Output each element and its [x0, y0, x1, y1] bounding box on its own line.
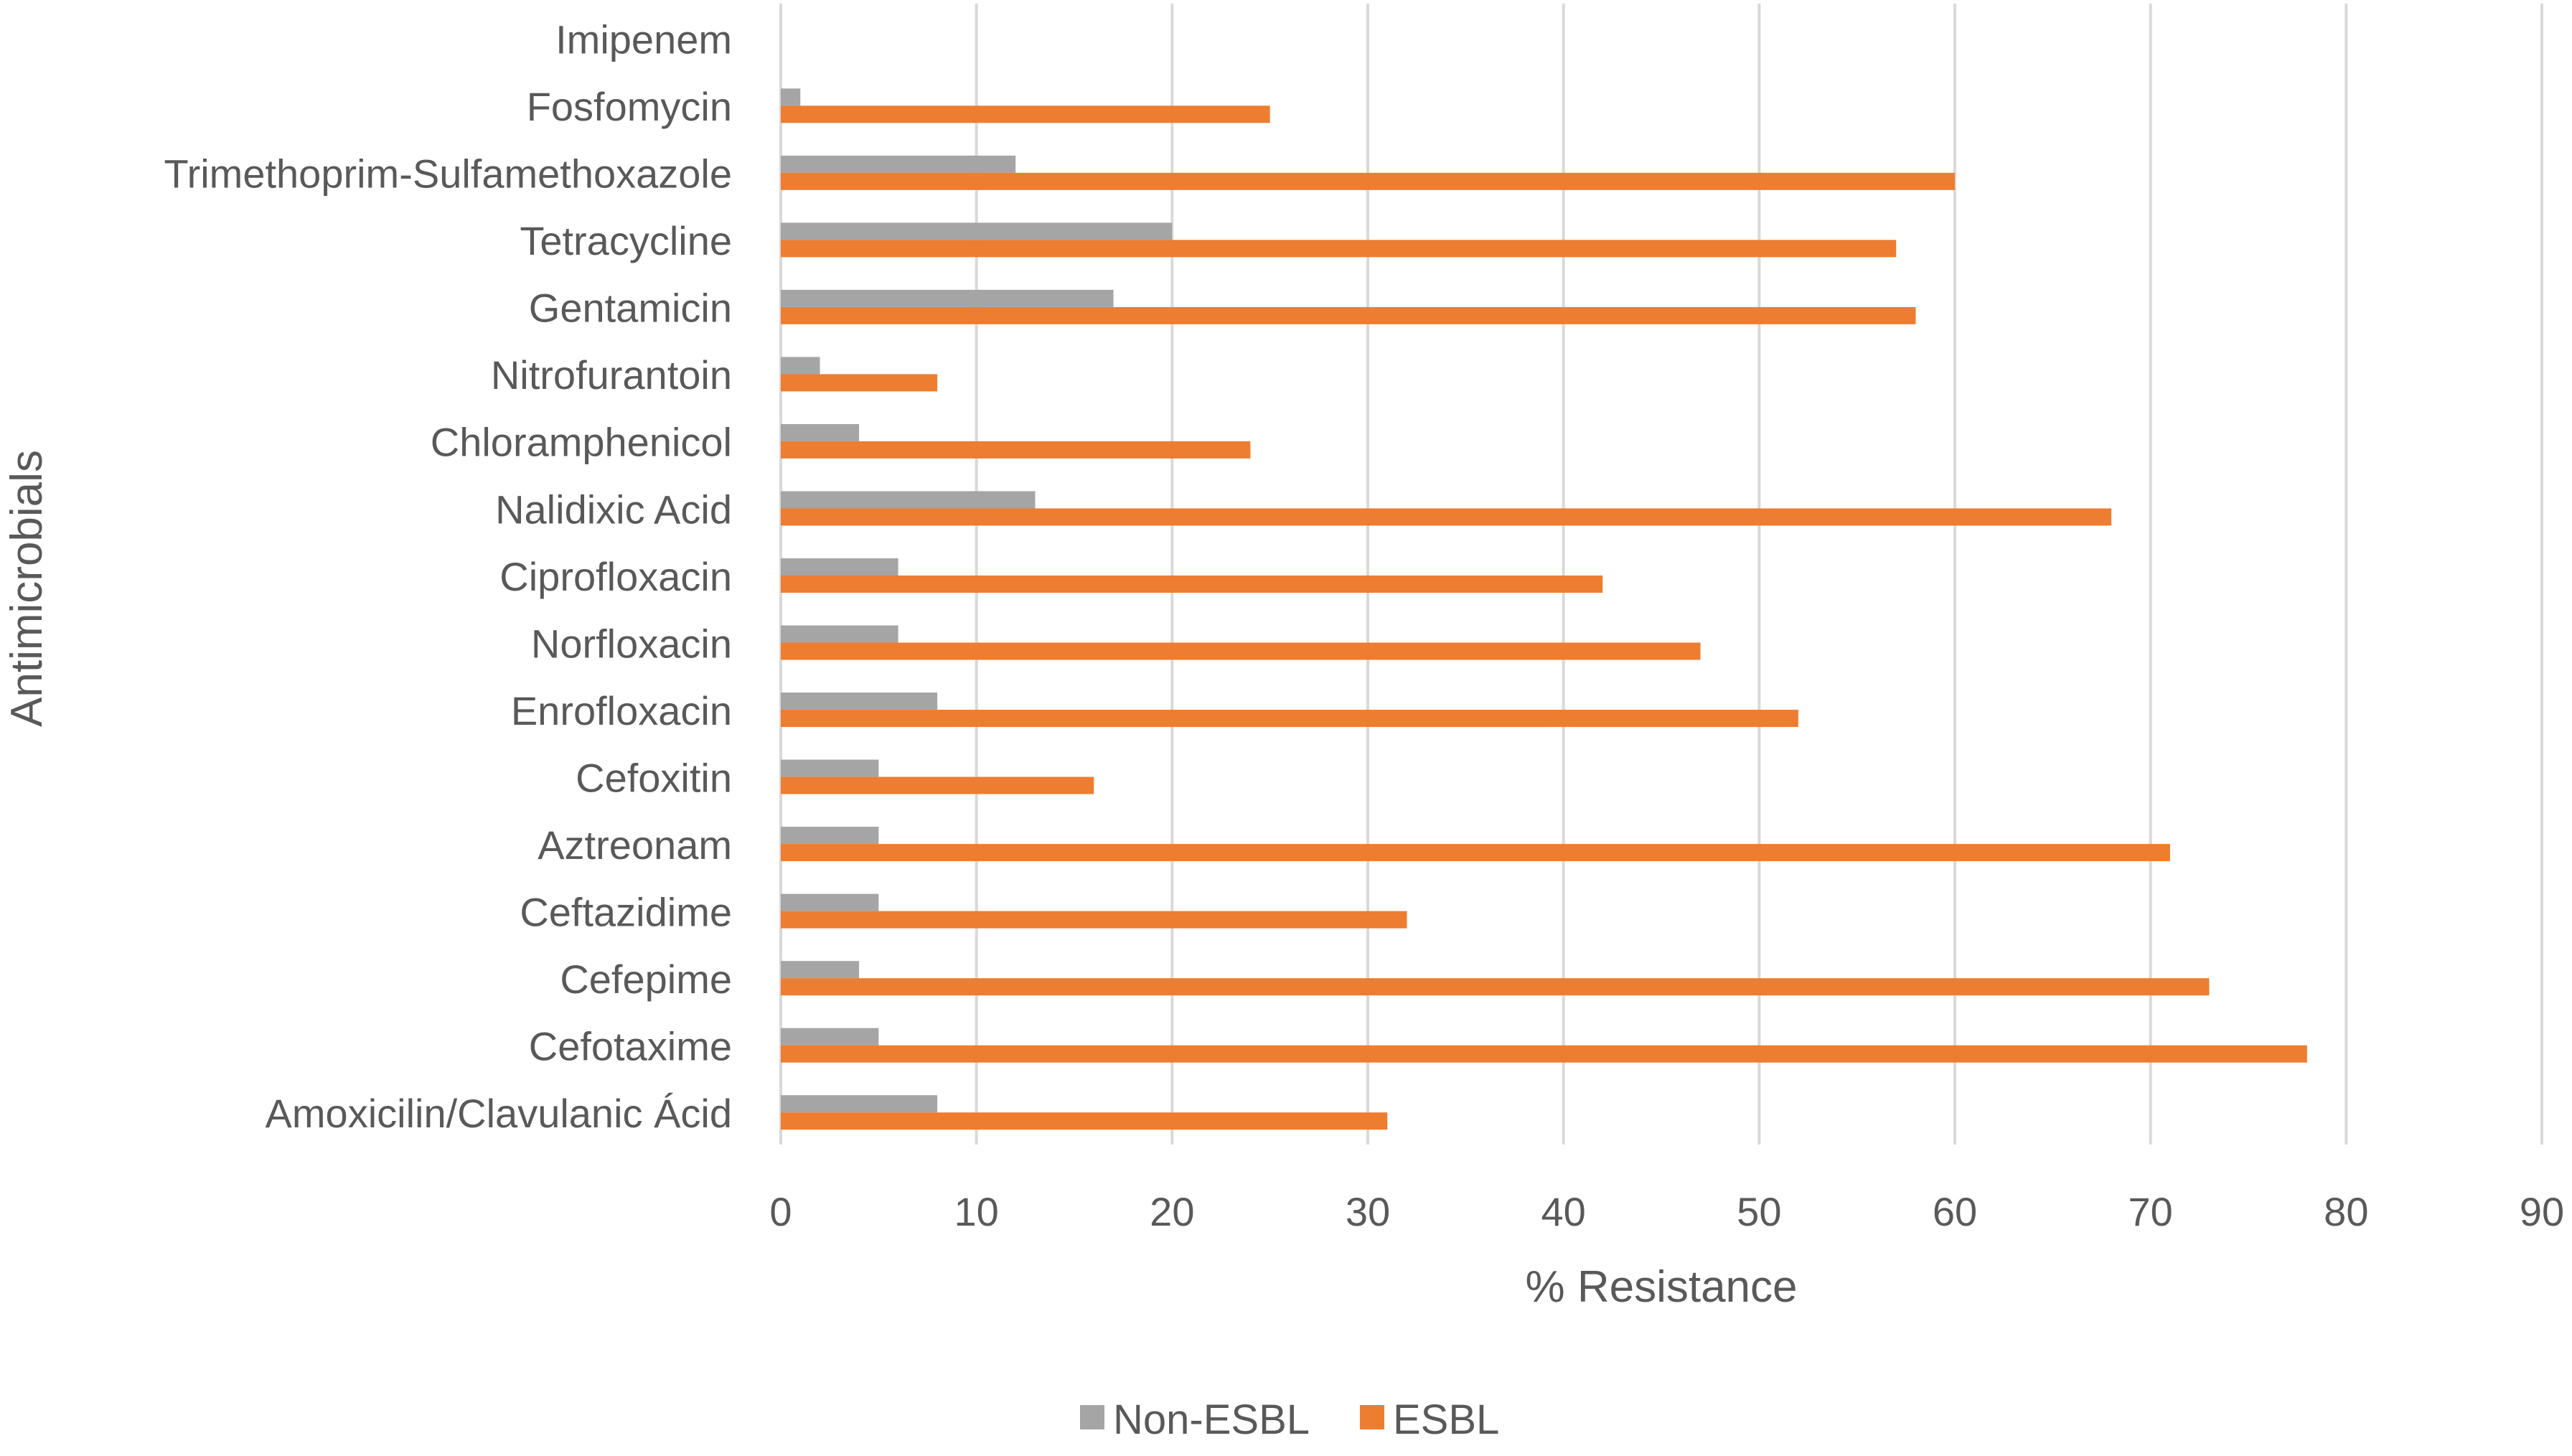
bar-esbl-1 [781, 105, 1270, 123]
bar-non-esbl-4 [781, 289, 1114, 307]
category-label-7: Nalidixic Acid [495, 487, 732, 532]
legend-label-esbl: ESBL [1393, 1396, 1499, 1443]
bar-esbl-13 [781, 911, 1407, 929]
bar-esbl-15 [781, 1045, 2307, 1063]
x-tick-label-80: 80 [2324, 1189, 2368, 1234]
category-label-3: Tetracycline [520, 218, 732, 263]
category-label-4: Gentamicin [529, 286, 732, 331]
bar-non-esbl-1 [781, 88, 801, 106]
category-label-5: Nitrofurantoin [491, 352, 732, 398]
x-tick-label-10: 10 [954, 1189, 999, 1234]
bar-non-esbl-2 [781, 155, 1016, 173]
bar-esbl-2 [781, 172, 1955, 190]
bar-esbl-9 [781, 642, 1701, 660]
bar-esbl-3 [781, 240, 1897, 258]
bar-non-esbl-10 [781, 692, 938, 710]
category-label-2: Trimethoprim-Sulfamethoxazole [164, 151, 732, 197]
bar-esbl-5 [781, 374, 938, 392]
bar-non-esbl-8 [781, 558, 898, 576]
bar-esbl-10 [781, 710, 1798, 728]
bar-non-esbl-13 [781, 893, 879, 911]
bar-esbl-6 [781, 441, 1251, 459]
legend-label-non-esbl: Non-ESBL [1113, 1396, 1310, 1443]
bar-esbl-4 [781, 306, 1916, 324]
x-tick-label-20: 20 [1150, 1189, 1194, 1234]
bar-esbl-11 [781, 776, 1094, 794]
x-tick-labels: 0 10 20 30 40 50 60 70 80 90 [769, 1189, 2564, 1234]
category-label-10: Enrofloxacin [511, 688, 732, 733]
category-label-9: Norfloxacin [531, 621, 732, 666]
bar-non-esbl-7 [781, 491, 1036, 509]
bar-esbl-7 [781, 508, 2112, 526]
category-label-11: Cefoxitin [576, 755, 732, 800]
bar-esbl-14 [781, 978, 2210, 996]
x-tick-label-90: 90 [2520, 1189, 2564, 1234]
bar-non-esbl-3 [781, 222, 1173, 240]
bar-non-esbl-12 [781, 827, 879, 845]
category-labels: Imipenem Fosfomycin Trimethoprim-Sulfameth… [164, 17, 732, 1136]
category-label-16: Amoxicilin/Clavulanic Ácid [266, 1091, 732, 1136]
grid-lines [779, 4, 2543, 1145]
bars [781, 88, 2307, 1130]
bar-non-esbl-6 [781, 423, 860, 441]
bar-non-esbl-11 [781, 759, 879, 777]
bar-esbl-8 [781, 576, 1603, 593]
legend-swatch-esbl [1360, 1405, 1384, 1429]
legend-swatch-non-esbl [1080, 1405, 1104, 1429]
category-label-13: Ceftazidime [520, 889, 732, 934]
bar-esbl-16 [781, 1112, 1388, 1130]
bar-non-esbl-5 [781, 357, 820, 375]
legend: Non-ESBL ESBL [1080, 1396, 1499, 1443]
y-axis-title: Antimicrobials [2, 450, 52, 727]
x-tick-label-40: 40 [1541, 1189, 1586, 1234]
category-label-8: Ciprofloxacin [499, 554, 732, 599]
category-label-1: Fosfomycin [527, 84, 732, 129]
bar-non-esbl-16 [781, 1095, 938, 1113]
x-axis-title: % Resistance [1525, 1262, 1797, 1312]
bar-non-esbl-15 [781, 1028, 879, 1046]
x-tick-label-0: 0 [769, 1189, 792, 1234]
category-label-6: Chloramphenicol [431, 420, 732, 465]
bar-esbl-12 [781, 844, 2170, 862]
bar-non-esbl-9 [781, 625, 898, 643]
category-label-15: Cefotaxime [529, 1024, 732, 1069]
bar-non-esbl-14 [781, 961, 860, 979]
x-tick-label-70: 70 [2129, 1189, 2173, 1234]
category-label-0: Imipenem [555, 17, 732, 62]
x-tick-label-60: 60 [1933, 1189, 1977, 1234]
x-tick-label-50: 50 [1737, 1189, 1781, 1234]
category-label-12: Aztreonam [538, 822, 732, 868]
category-label-14: Cefepime [560, 957, 732, 1002]
x-tick-label-30: 30 [1346, 1189, 1390, 1234]
